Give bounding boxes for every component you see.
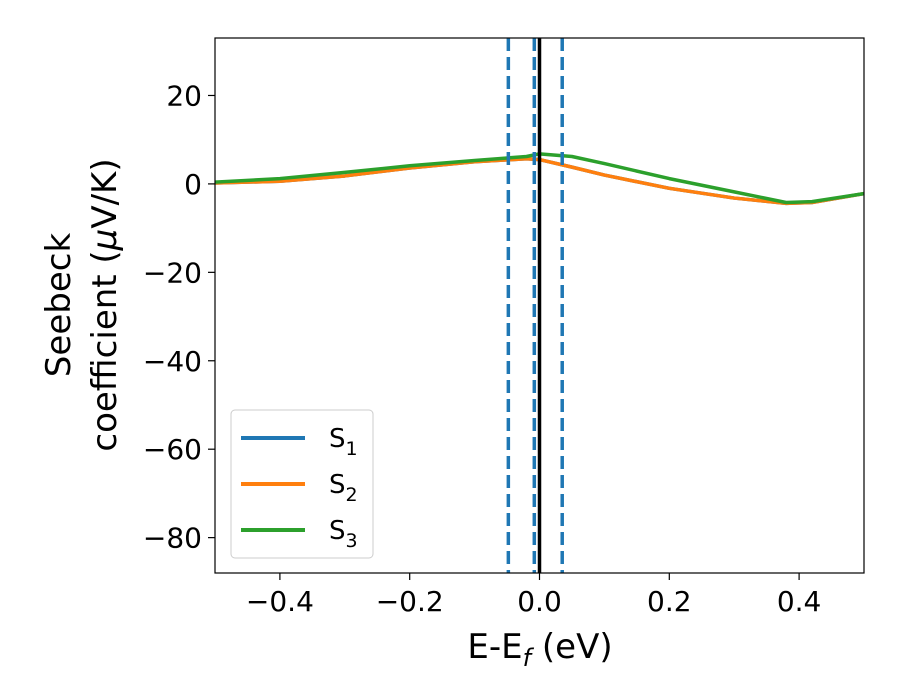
y-tick-label: −60	[143, 433, 202, 466]
x-axis-label-unit: (eV)	[531, 627, 613, 667]
y-axis-label-prefix: coefficient (	[85, 250, 125, 451]
y-axis-label-mu: μ	[85, 229, 125, 252]
y-tick-label: 0	[184, 168, 202, 201]
x-tick-label: −0.2	[376, 585, 444, 618]
y-tick-label: −40	[143, 345, 202, 378]
legend: S1 S2 S3	[230, 409, 374, 559]
legend-label-2: S2	[329, 470, 358, 506]
y-axis-label-line1: Seebeck	[39, 233, 79, 378]
y-axis-label: Seebeck coefficient (μV/K)	[39, 158, 125, 451]
x-tick-label: 0.4	[777, 585, 822, 618]
vertical-markers	[506, 38, 564, 573]
x-tick-label: −0.4	[246, 585, 314, 618]
x-axis-label-main: E-E	[467, 627, 522, 667]
legend-label-3: S3	[329, 516, 358, 552]
legend-label-1: S1	[329, 424, 358, 460]
x-tick-label: 0.2	[647, 585, 692, 618]
x-axis-ticks: −0.4 −0.2 0.0 0.2 0.4	[246, 573, 821, 618]
y-tick-label: −80	[143, 522, 202, 555]
y-axis-label-line2: coefficient (μV/K)	[85, 158, 125, 451]
y-tick-label: 20	[166, 79, 202, 112]
x-axis-label: E-Ef (eV)	[467, 627, 612, 672]
series-line-3	[215, 152, 864, 205]
x-tick-label: 0.0	[517, 585, 562, 618]
series-layer	[215, 152, 864, 206]
y-axis-ticks: 20 0 −20 −40 −60 −80	[143, 79, 215, 555]
y-tick-label: −20	[143, 256, 202, 289]
y-axis-label-suffix: V/K)	[85, 158, 125, 228]
legend-entries: S1 S2 S3	[241, 424, 358, 552]
